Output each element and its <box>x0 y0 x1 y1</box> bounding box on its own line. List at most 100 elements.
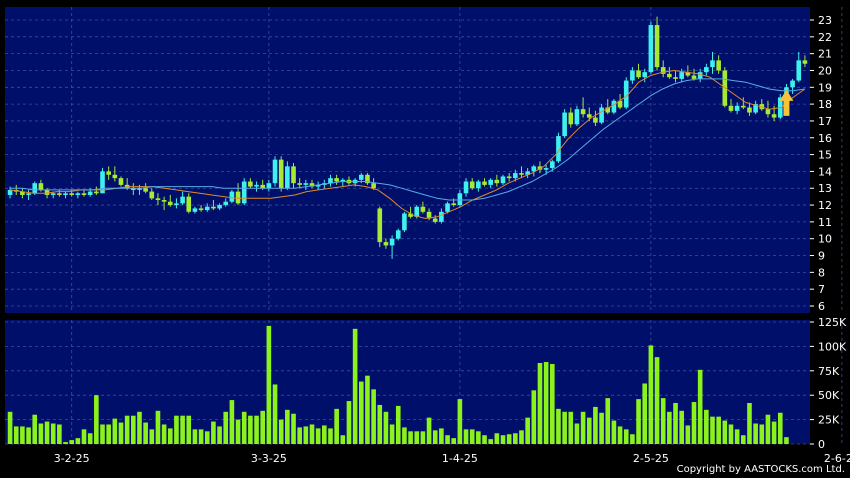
candle-body <box>303 183 309 185</box>
candle <box>802 55 808 68</box>
volume-bar <box>174 415 179 444</box>
volume-bar <box>69 440 75 444</box>
candle <box>217 203 222 211</box>
candle-body <box>704 67 709 73</box>
candle <box>334 174 339 185</box>
volume-bar <box>377 404 383 444</box>
volume-bar <box>439 428 444 444</box>
candle <box>303 179 309 190</box>
candle-body <box>790 80 795 88</box>
candle <box>654 16 660 71</box>
volume-bar <box>223 411 229 444</box>
volume-bar <box>445 435 450 444</box>
volume-bar <box>254 415 259 444</box>
volume-bar <box>81 429 87 444</box>
candle-body <box>297 183 302 185</box>
volume-bar <box>660 398 666 444</box>
volume-bar <box>556 408 561 444</box>
candle <box>704 63 709 76</box>
volume-bar <box>229 400 235 444</box>
candle-body <box>691 75 697 79</box>
price-axis: 6 7 8 9 10 11 12 13 14 15 16 17 18 19 20 21 22 23 <box>810 14 832 313</box>
volume-bar <box>50 423 56 444</box>
price-tick-label: 17 <box>818 115 832 128</box>
ma-short-line <box>10 69 806 220</box>
volume-bar <box>599 412 604 444</box>
volume-bar <box>26 427 31 444</box>
candle <box>32 181 38 195</box>
candle-body <box>63 193 68 195</box>
volume-bar <box>759 424 765 444</box>
volume-bar <box>531 390 537 444</box>
candle-body <box>747 107 752 113</box>
volume-bar <box>716 416 721 444</box>
candle-body <box>87 191 93 195</box>
candle-body <box>580 109 586 115</box>
candle-body <box>75 193 81 195</box>
volume-bar <box>679 410 684 444</box>
candle-body <box>482 181 487 185</box>
volume-bar <box>457 399 463 444</box>
candle-body <box>285 166 290 189</box>
candle <box>180 191 185 206</box>
volume-bar <box>617 426 623 444</box>
candle-body <box>488 179 493 185</box>
volume-bar <box>167 428 173 444</box>
candle <box>75 191 81 199</box>
volume-axis: 0 25K 50K 75K 100K 125K <box>810 316 847 451</box>
candle-body <box>679 72 684 79</box>
candle-body <box>186 196 192 212</box>
date-tick-label: 1-4-25 <box>442 452 478 465</box>
candle <box>7 186 13 199</box>
volume-bar <box>112 418 118 444</box>
candle <box>463 178 469 197</box>
candle <box>482 178 487 187</box>
candle-body <box>260 184 266 189</box>
candle-body <box>593 117 598 123</box>
volume-bar <box>63 442 68 444</box>
candle-body <box>771 114 777 118</box>
volume-bar <box>235 419 241 444</box>
volume-bar <box>57 424 62 444</box>
candle-body <box>180 196 185 204</box>
candle-body <box>118 178 124 185</box>
candle-body <box>531 166 537 172</box>
volume-bar <box>266 325 272 444</box>
candle <box>266 179 272 192</box>
candle-body <box>229 191 235 202</box>
candle-body <box>494 179 500 184</box>
candle-body <box>192 208 198 212</box>
candle <box>617 94 623 110</box>
candle <box>383 238 389 249</box>
volume-bar <box>630 434 635 444</box>
candle <box>167 194 173 207</box>
candle-body <box>137 188 142 190</box>
candle <box>389 235 395 259</box>
candle <box>420 201 426 214</box>
volume-bar <box>740 435 746 444</box>
volume-bar <box>667 411 672 444</box>
candle-body <box>513 173 518 179</box>
volume-bar <box>402 427 407 444</box>
candle-body <box>648 25 654 73</box>
candle <box>611 99 617 115</box>
volume-bar <box>500 435 506 444</box>
candle-body <box>623 80 629 108</box>
candle-body <box>365 174 370 184</box>
candle-body <box>469 181 475 189</box>
price-tick-label: 14 <box>818 165 832 178</box>
candle-body <box>605 107 611 113</box>
volume-bar <box>636 399 641 444</box>
volume-bar <box>161 424 167 444</box>
volume-bar <box>192 429 198 444</box>
candle-body <box>611 100 617 113</box>
candle <box>660 60 666 78</box>
candle-body <box>537 166 543 170</box>
volume-bar <box>642 383 648 444</box>
candle-body <box>753 104 758 113</box>
volume-bar <box>322 425 327 444</box>
volume-bar <box>734 429 740 444</box>
candle <box>63 191 68 199</box>
candle <box>315 181 321 190</box>
volume-bar <box>623 429 629 444</box>
